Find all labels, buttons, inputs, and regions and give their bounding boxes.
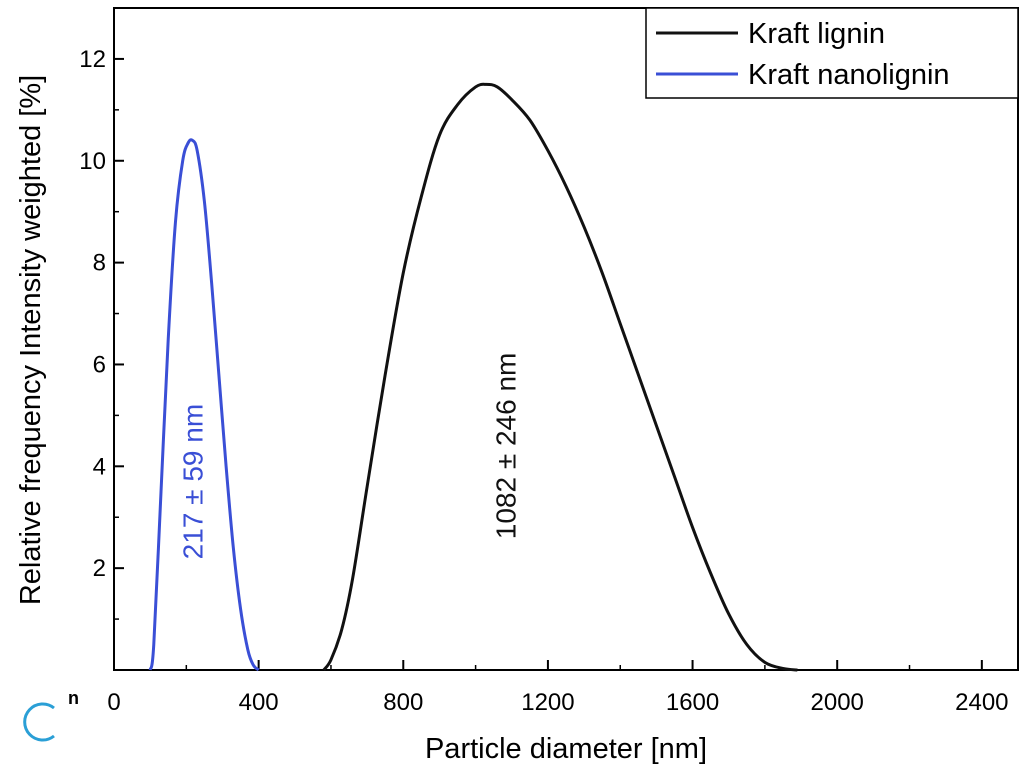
legend-label-kraft-nanolignin: Kraft nanolignin	[748, 59, 950, 91]
x-tick-label: 400	[239, 689, 279, 716]
size-annotation: 217 ± 59 nm	[177, 404, 208, 559]
x-tick-label: 1600	[666, 689, 719, 716]
plot-frame	[113, 7, 1019, 671]
series-line-kraft-lignin	[322, 82, 798, 672]
x-tick-label: 800	[383, 689, 423, 716]
legend-box	[645, 7, 1019, 99]
y-tick-label: 4	[93, 453, 106, 480]
size-annotation: 1082 ± 246 nm	[490, 353, 521, 540]
y-tick-label: 2	[93, 555, 106, 582]
corner-logo-icon	[23, 702, 55, 742]
y-tick-label: 6	[93, 351, 106, 378]
series-line-kraft-nanolignin	[148, 138, 260, 672]
y-tick-label: 8	[93, 250, 106, 277]
x-tick-label: 2000	[811, 689, 864, 716]
x-axis-title: Particle diameter [nm]	[425, 733, 707, 765]
corner-letter: n	[68, 688, 79, 708]
annotations: 217 ± 59 nm 1082 ± 246 nm	[177, 353, 521, 560]
x-tick-label: 2400	[955, 689, 1008, 716]
x-tick-label: 0	[107, 689, 120, 716]
legend: Kraft lignin Kraft nanolignin	[645, 7, 1019, 99]
y-axis-title: Relative frequency Intensity weighted [%…	[15, 75, 47, 605]
y-tick-label: 12	[79, 46, 106, 73]
y-tick-label: 10	[79, 148, 106, 175]
legend-label-kraft-lignin: Kraft lignin	[748, 18, 885, 50]
y-axis-ticks: 2 4 6 8 10 12	[79, 46, 124, 620]
x-axis-ticks: 0 400 800 1200 1600 2000 2400	[107, 660, 1009, 716]
x-tick-label: 1200	[521, 689, 574, 716]
series-layer	[148, 82, 798, 672]
